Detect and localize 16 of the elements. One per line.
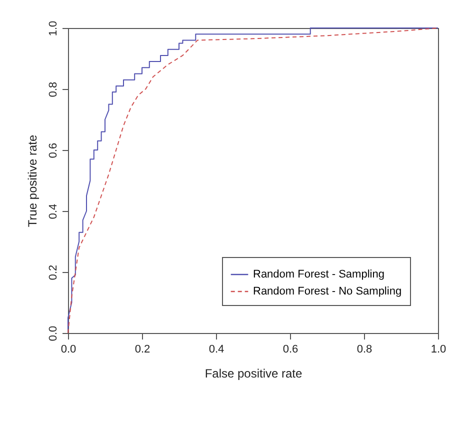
x-tick-label: 0.4 bbox=[208, 344, 224, 356]
x-tick-label: 0.8 bbox=[356, 344, 372, 356]
x-tick-label: 0.0 bbox=[60, 344, 76, 356]
x-tick-label: 0.6 bbox=[282, 344, 298, 356]
y-tick-label: 1.0 bbox=[48, 20, 60, 36]
legend-label: Random Forest - No Sampling bbox=[253, 286, 402, 298]
legend-label: Random Forest - Sampling bbox=[253, 268, 384, 280]
y-tick-label: 0.6 bbox=[48, 142, 60, 158]
y-axis-title: True positive rate bbox=[26, 134, 40, 228]
y-tick-label: 0.2 bbox=[48, 264, 60, 280]
x-axis-title: False positive rate bbox=[204, 366, 303, 380]
x-tick-label: 1.0 bbox=[430, 344, 446, 356]
y-tick-label: 0.8 bbox=[48, 82, 60, 98]
x-tick-label: 0.2 bbox=[134, 344, 150, 356]
y-tick-label: 0.4 bbox=[48, 204, 60, 220]
y-tick-label: 0.0 bbox=[48, 326, 60, 342]
